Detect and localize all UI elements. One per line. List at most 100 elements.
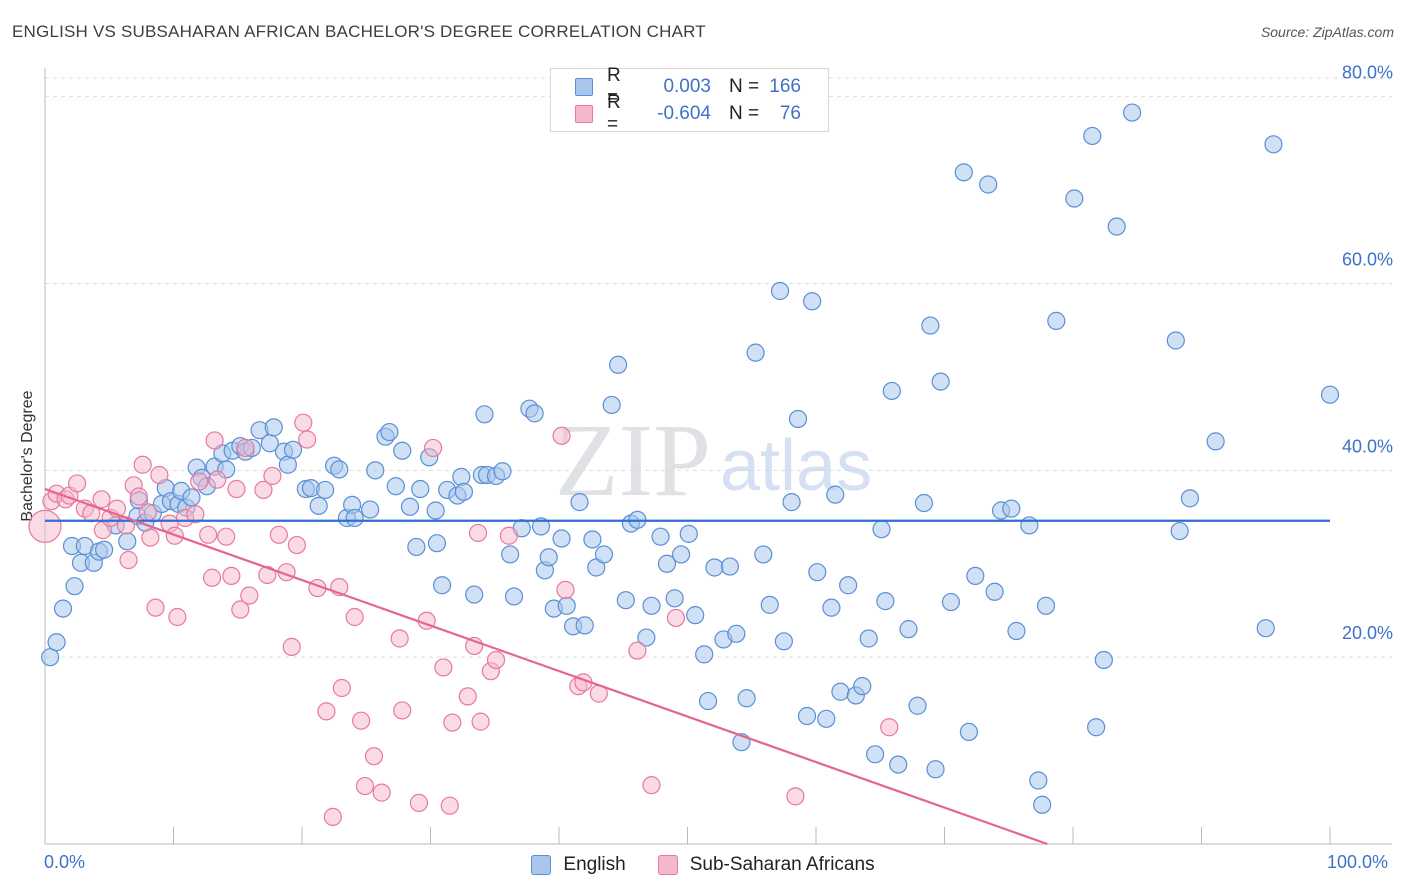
series-legend: English Sub-Saharan Africans [0,852,1406,878]
african-point [298,430,317,449]
english-point [985,582,1004,601]
english-legend-label: English [563,854,626,875]
african-point [146,598,165,617]
english-point [1264,135,1283,154]
african-legend-icon [657,855,678,875]
english-point [770,281,790,301]
legend-r-value: 0.003 [663,76,711,97]
english-point [1047,311,1066,330]
english-point [831,682,850,701]
english-swatch-icon [575,78,593,96]
english-point [686,606,705,625]
english-point [386,477,405,496]
english-point [797,706,817,726]
english-point [782,493,801,512]
source-label: Source: ZipAtlas.com [1260,24,1394,40]
african-point [345,607,364,627]
english-point [760,595,779,614]
english-point [400,497,420,516]
african-point [317,702,336,721]
legend-r-value: -0.604 [657,103,711,124]
legend-item-english[interactable]: English [531,854,626,876]
english-point [882,381,901,401]
african-point [227,479,246,499]
english-point [705,558,724,577]
african-point [129,487,148,506]
english-point [525,404,544,423]
english-point [788,409,808,429]
african-point [190,472,209,491]
english-point [1123,103,1142,122]
english-point [1020,516,1039,535]
african-point [642,776,661,795]
english-point [552,529,571,548]
legend-item-african[interactable]: Sub-Saharan Africans [657,854,875,876]
african-point [287,535,306,555]
english-point [1007,621,1026,641]
african-point [68,474,87,493]
african-point [222,566,241,586]
african-point [133,455,152,474]
english-point [859,629,878,648]
english-point [737,689,756,708]
english-point [1036,596,1056,615]
english-point [41,648,60,667]
english-point [921,316,940,335]
english-point [345,508,364,528]
y-tick-labels: 20.0% 40.0% 60.0% 80.0% [1342,63,1393,643]
english-point [914,493,934,513]
english-point [1107,217,1126,236]
english-point [899,620,918,639]
english-point [665,589,684,608]
african-point [499,526,518,545]
trend-lines [44,487,1330,846]
english-point [727,624,746,643]
english-point [465,585,484,604]
african-point [269,525,288,544]
african-point [119,550,138,570]
english-point [531,517,551,536]
english-point [380,422,399,442]
english-point [309,496,328,515]
english-point [839,576,858,595]
english-point [452,467,471,486]
english-point [539,548,558,567]
english-point [959,722,979,742]
english-point [609,355,628,374]
english-point [432,576,452,595]
english-legend-icon [531,855,552,875]
african-point [323,807,342,827]
y-tick-label: 20.0% [1342,623,1393,643]
english-point [1166,331,1185,350]
english-point [475,405,494,424]
african-point [138,503,157,522]
african-trend-line [44,487,1048,846]
y-tick-label: 40.0% [1342,436,1393,456]
legend-n-label: N = [729,103,760,124]
english-point [1033,795,1052,814]
english-point [504,587,524,606]
african-point [240,586,259,605]
african-point [471,712,490,731]
african-point [231,600,250,619]
african-point [263,466,282,486]
african-point [364,747,384,766]
african-point [372,783,391,802]
x-tick-label-min: 0.0% [44,852,86,872]
english-point [808,563,827,582]
english-point [594,545,614,564]
english-point [876,592,895,611]
legend-n-label: N = [729,76,760,97]
african-point [880,718,899,737]
english-point [316,480,335,500]
english-point [698,691,718,711]
english-point [746,343,765,362]
african-point [28,509,62,543]
english-point [427,534,447,553]
english-point [931,372,950,391]
english-point [182,488,201,507]
legend-row-african: R = -0.604 N = 76 [575,92,801,135]
english-point [493,462,512,481]
african-point [486,650,506,670]
